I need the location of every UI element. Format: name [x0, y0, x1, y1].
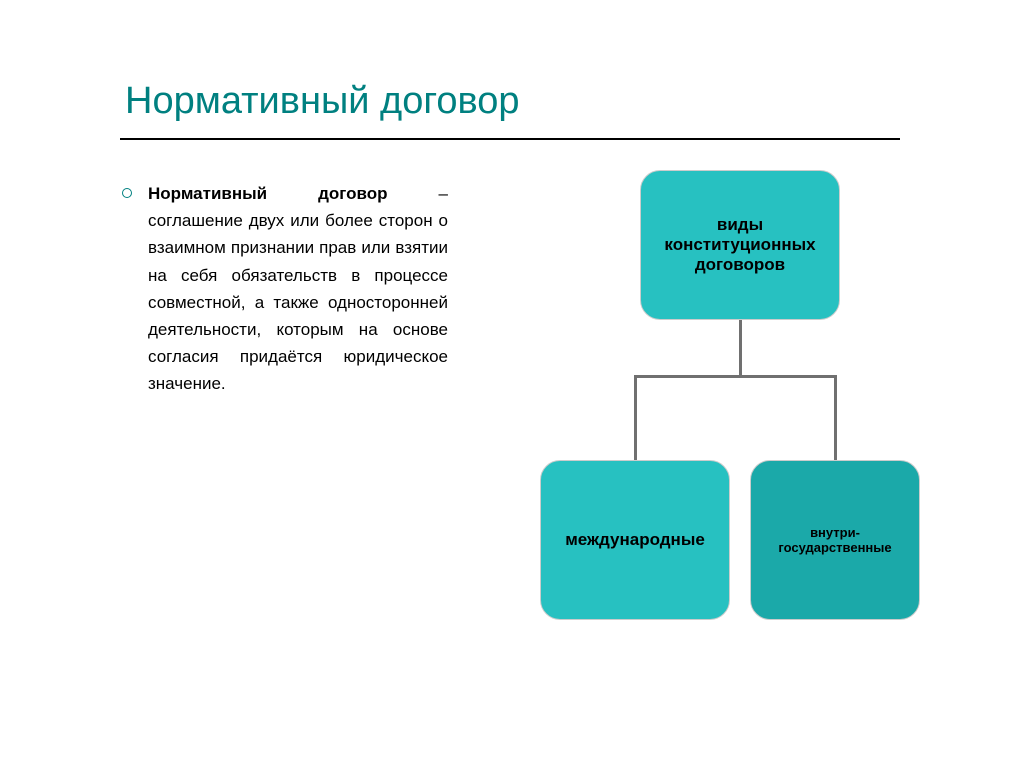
- connector-hbar: [634, 375, 837, 378]
- diagram-container: виды конституционных договоров международ…: [540, 170, 920, 650]
- node-label-root: виды конституционных договоров: [641, 207, 839, 283]
- slide-title: Нормативный договор: [125, 80, 520, 123]
- node-domestic: внутри-государственные: [750, 460, 920, 620]
- title-underline: [120, 138, 900, 140]
- connector-drop-1: [834, 375, 837, 460]
- bullet-icon: [122, 188, 132, 198]
- definition-body: – соглашение двух или более сторон о вза…: [148, 184, 448, 393]
- definition-term: Нормативный договор: [148, 184, 388, 203]
- node-label-intl: международные: [557, 522, 713, 558]
- connector-root-stub: [739, 320, 742, 375]
- node-root: виды конституционных договоров: [640, 170, 840, 320]
- definition-text: Нормативный договор – соглашение двух ил…: [148, 180, 448, 398]
- node-label-domestic: внутри-государственные: [751, 517, 919, 563]
- node-intl: международные: [540, 460, 730, 620]
- connector-drop-0: [634, 375, 637, 460]
